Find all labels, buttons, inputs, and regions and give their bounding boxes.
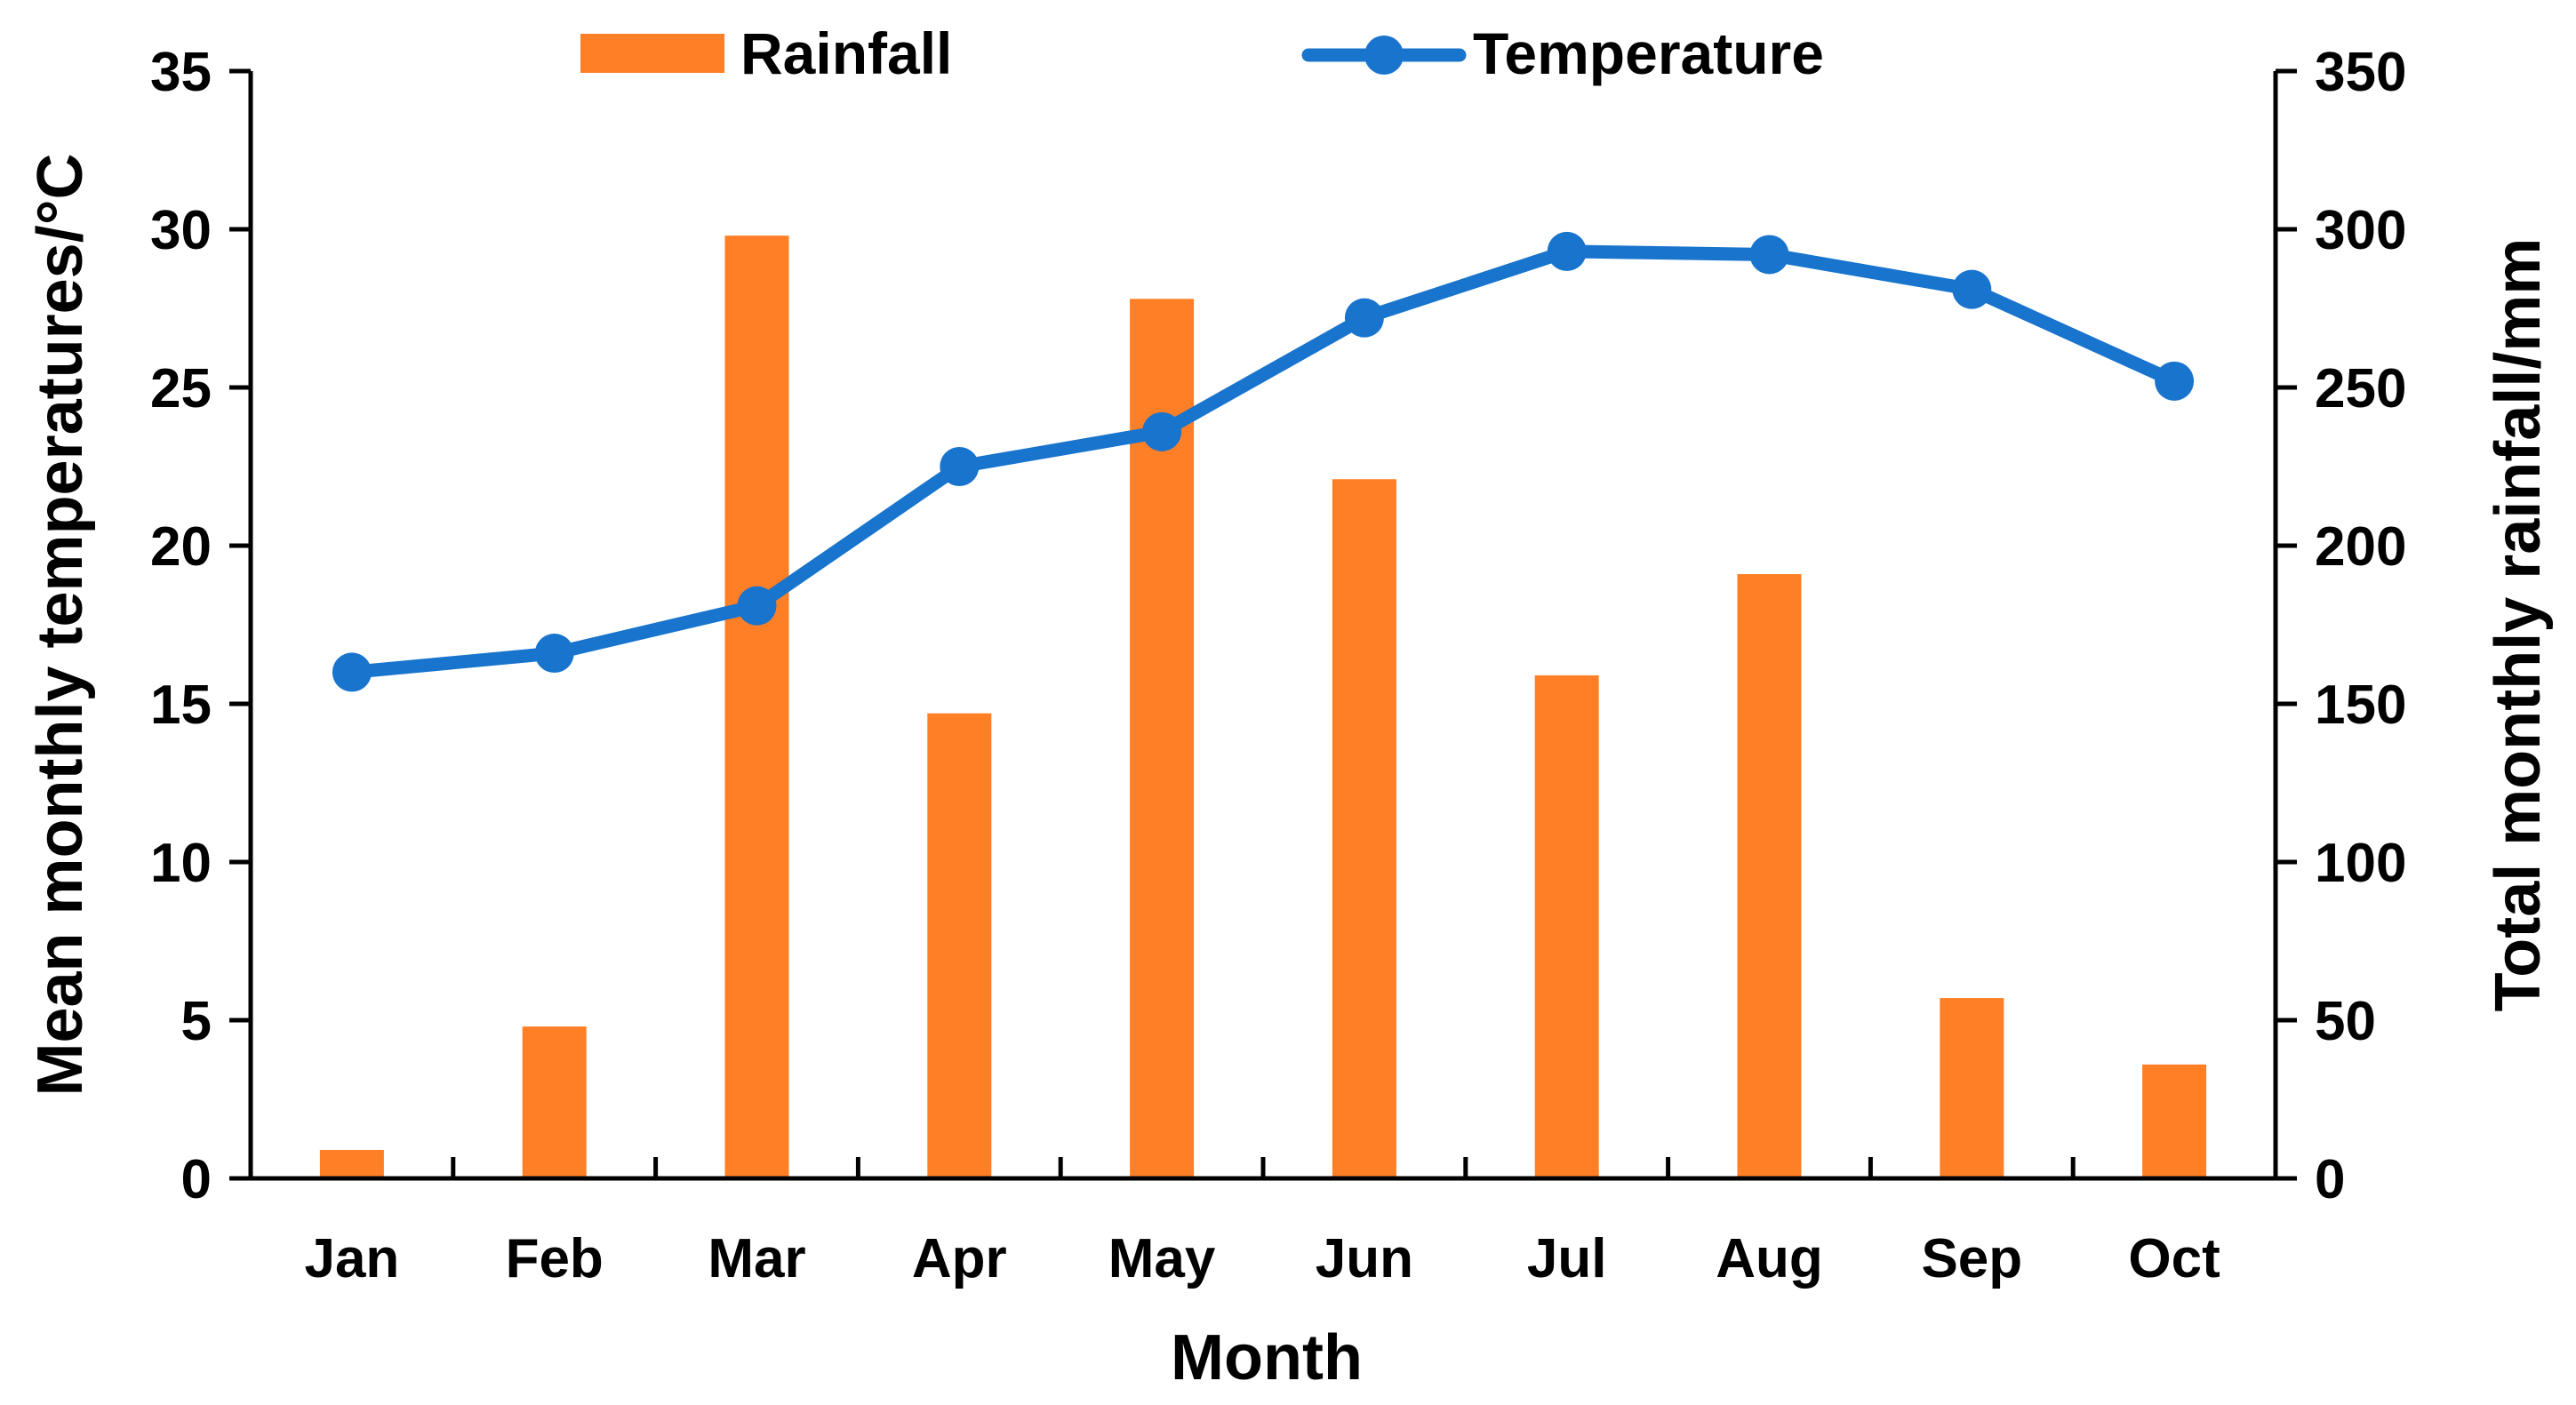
temperature-point-apr: [940, 447, 980, 486]
rainfall-bar-sep: [1940, 998, 2004, 1178]
left-tick-label: 20: [150, 516, 212, 578]
legend: Rainfall Temperature: [580, 20, 1824, 86]
legend-temperature-marker: [1364, 36, 1404, 75]
left-tick-label: 30: [150, 200, 212, 261]
rainfall-bar-mar: [724, 235, 789, 1178]
left-tick-label: 10: [150, 833, 212, 894]
right-tick-label: 0: [2315, 1149, 2345, 1210]
left-tick-label: 0: [181, 1149, 212, 1210]
x-tick-label-may: May: [1108, 1228, 1216, 1289]
temperature-point-jul: [1547, 231, 1587, 271]
rainfall-bar-jan: [319, 1149, 384, 1178]
temperature-point-jun: [1344, 298, 1384, 338]
temperature-point-feb: [534, 634, 574, 674]
right-tick-label: 100: [2315, 833, 2406, 894]
left-tick-label: 15: [150, 675, 212, 736]
x-tick-label-mar: Mar: [708, 1228, 805, 1289]
x-tick-label-sep: Sep: [1921, 1228, 2022, 1289]
legend-rainfall-label: Rainfall: [740, 20, 952, 86]
legend-temperature-label: Temperature: [1473, 20, 1824, 86]
rainfall-bar-jun: [1332, 479, 1396, 1178]
x-tick-label-jan: Jan: [304, 1228, 399, 1289]
right-tick-label: 150: [2315, 675, 2406, 736]
temperature-point-may: [1142, 411, 1182, 451]
right-tick-label: 250: [2315, 358, 2406, 419]
x-tick-label-jul: Jul: [1527, 1228, 1607, 1289]
rainfall-bar-feb: [522, 1026, 587, 1178]
temperature-point-sep: [1952, 269, 1992, 309]
x-tick-label-aug: Aug: [1716, 1228, 1823, 1289]
right-tick-label: 300: [2315, 200, 2406, 261]
legend-rainfall-swatch: [580, 34, 724, 73]
temperature-line-layer: [332, 231, 2195, 692]
x-tick-label-oct: Oct: [2128, 1228, 2220, 1289]
x-tick-label-apr: Apr: [912, 1228, 1007, 1289]
temperature-point-aug: [1749, 235, 1789, 275]
axes: [229, 68, 2297, 1181]
rainfall-bar-aug: [1737, 574, 1802, 1178]
left-axis-title: Mean monthly temperatures/°C: [25, 153, 96, 1096]
rainfall-bar-oct: [2142, 1064, 2207, 1178]
left-tick-label: 25: [150, 358, 212, 419]
left-tick-label: 35: [150, 42, 212, 103]
x-axis-title: Month: [1171, 1322, 1363, 1393]
temperature-line: [345, 244, 2181, 679]
left-tick-label: 5: [181, 991, 212, 1052]
x-tick-label-feb: Feb: [506, 1228, 604, 1289]
right-tick-label: 200: [2315, 516, 2406, 578]
x-tick-label-jun: Jun: [1316, 1228, 1413, 1289]
rainfall-bars: [319, 235, 2207, 1178]
right-axis-title: Total monthly rainfall/mm: [2483, 238, 2554, 1012]
temperature-point-mar: [737, 586, 777, 626]
temperature-point-jan: [332, 652, 372, 692]
temperature-point-oct: [2155, 361, 2195, 401]
rainfall-bar-jul: [1534, 675, 1599, 1178]
rainfall-bar-apr: [927, 713, 992, 1178]
right-tick-label: 350: [2315, 42, 2406, 103]
tick-labels: 0 0 5 50 10 100 15 150 20 200 25 250 30 300 35 350 Jan Fe…: [150, 42, 2406, 1289]
right-tick-label: 50: [2315, 991, 2376, 1052]
